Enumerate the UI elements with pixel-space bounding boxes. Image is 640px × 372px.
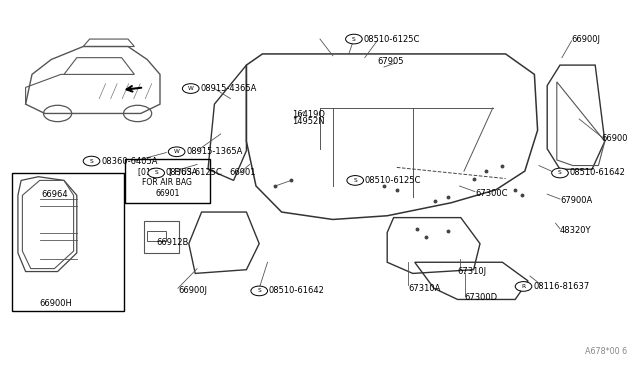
Text: S: S	[558, 170, 562, 176]
Bar	[125, 159, 210, 203]
Text: 08360-6405A: 08360-6405A	[101, 157, 157, 166]
Text: FOR AIR BAG: FOR AIR BAG	[143, 179, 192, 187]
Text: 48320Y: 48320Y	[560, 226, 591, 235]
Text: [01B9-  ] F/USA: [01B9- ] F/USA	[138, 167, 197, 176]
Text: 67300C: 67300C	[475, 189, 508, 198]
Text: 66900J: 66900J	[178, 286, 207, 295]
Text: 67310A: 67310A	[408, 284, 441, 293]
Text: 66912B: 66912B	[157, 238, 189, 247]
Text: 08915-4365A: 08915-4365A	[200, 84, 257, 93]
Text: 08510-61642: 08510-61642	[269, 286, 324, 295]
Text: 16419Q: 16419Q	[292, 110, 325, 119]
Text: R: R	[522, 284, 525, 289]
Text: S: S	[352, 36, 356, 42]
Circle shape	[83, 156, 100, 166]
Text: 67310J: 67310J	[458, 267, 487, 276]
Circle shape	[148, 168, 164, 178]
Text: 67900A: 67900A	[560, 196, 592, 205]
Circle shape	[552, 168, 568, 178]
Circle shape	[347, 176, 364, 185]
Text: 67300D: 67300D	[465, 293, 498, 302]
Text: 66901: 66901	[229, 169, 255, 177]
Text: 08510-6125C: 08510-6125C	[364, 35, 420, 44]
Text: 08116-81637: 08116-81637	[533, 282, 589, 291]
Text: S: S	[154, 170, 158, 176]
Text: W: W	[174, 149, 179, 154]
Bar	[12, 173, 124, 311]
Text: 08510-6125C: 08510-6125C	[365, 176, 421, 185]
Circle shape	[346, 34, 362, 44]
Text: 08363-6125C: 08363-6125C	[166, 169, 223, 177]
Text: 08510-61642: 08510-61642	[570, 169, 625, 177]
Text: 66901: 66901	[155, 189, 180, 198]
Circle shape	[251, 286, 268, 296]
Text: S: S	[353, 178, 357, 183]
Bar	[147, 231, 166, 241]
Text: A678*00 6: A678*00 6	[585, 347, 627, 356]
Text: S: S	[90, 158, 93, 164]
Circle shape	[168, 147, 185, 157]
Text: 66900: 66900	[602, 134, 628, 143]
Text: 66900H: 66900H	[40, 299, 72, 308]
Text: S: S	[257, 288, 261, 294]
Circle shape	[515, 282, 532, 291]
Text: 66964: 66964	[42, 190, 68, 199]
Text: 67905: 67905	[378, 57, 404, 66]
Text: 08915-1365A: 08915-1365A	[186, 147, 243, 156]
Text: W: W	[188, 86, 193, 91]
Text: 66900J: 66900J	[572, 35, 600, 44]
Text: 14952N: 14952N	[292, 117, 324, 126]
Circle shape	[182, 84, 199, 93]
